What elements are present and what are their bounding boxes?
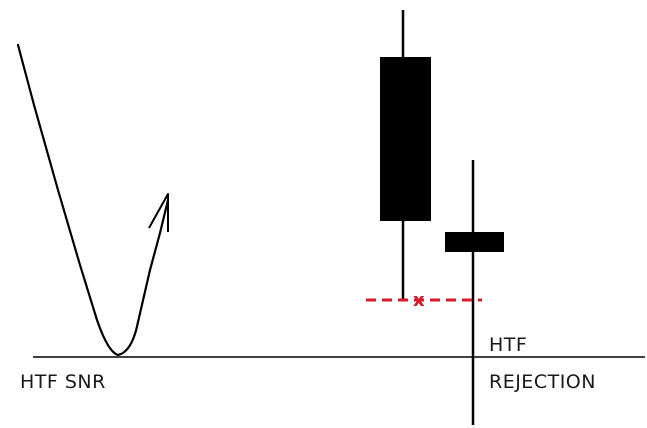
rejection-candle-body — [445, 232, 504, 252]
rejection-label: REJECTION — [489, 371, 596, 393]
cross-mark: x — [413, 290, 425, 311]
htf-snr-label: HTF SNR — [20, 371, 106, 393]
arrow-head — [148, 193, 169, 232]
htf-label: HTF — [489, 334, 528, 356]
large-candle-body — [380, 57, 431, 221]
price-bounce-path — [16, 43, 170, 357]
